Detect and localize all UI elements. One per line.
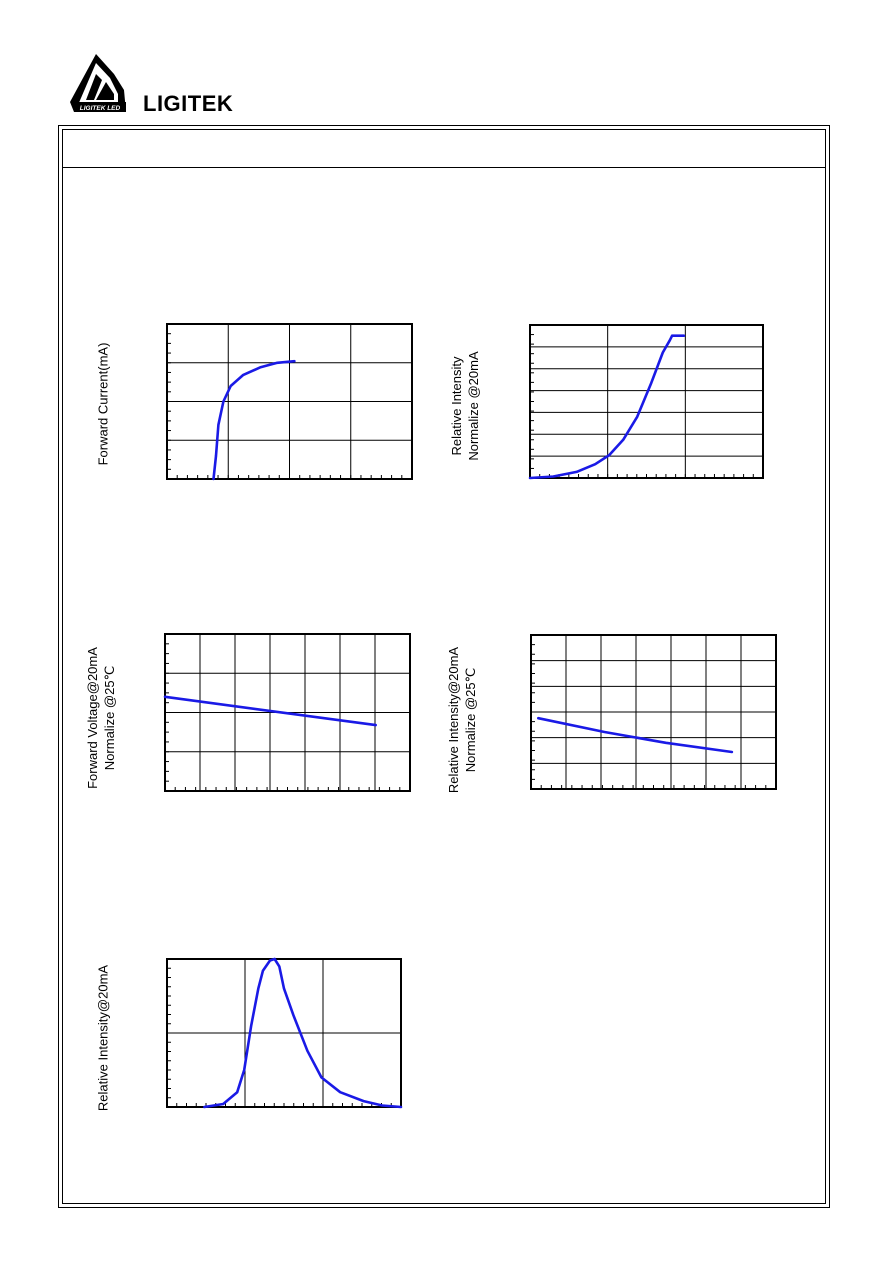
series-curve (212, 359, 296, 481)
plot-frame (166, 958, 402, 1108)
y-label-line: Relative Intensity (449, 356, 464, 456)
logo-lettering: LIGITEK LED (80, 105, 121, 112)
forward-current-y-label: Forward Current(mA) (95, 343, 112, 466)
y-label-line: Normalize @25℃ (463, 667, 478, 773)
plot-frame (164, 633, 411, 792)
y-label-line: Normalize @25℃ (102, 665, 117, 771)
page-frame (58, 125, 830, 1208)
forward-voltage-temperature-y-label: Forward Voltage@20mA Normalize @25℃ (84, 647, 118, 789)
series-curve (528, 334, 686, 480)
series-curve (163, 695, 377, 727)
ligitek-logo: LIGITEK LED (70, 54, 126, 112)
y-label-line: Forward Voltage@20mA (85, 647, 100, 789)
forward-voltage-temperature-chart (163, 633, 411, 792)
relative-intensity-current-chart (528, 324, 764, 480)
header-divider (62, 167, 826, 168)
plot-frame (529, 324, 764, 479)
plot-frame (166, 323, 413, 480)
page-frame-inner (62, 129, 826, 1204)
y-label-line: Relative Intensity@20mA (446, 646, 461, 794)
y-label-line: Forward Current(mA) (95, 342, 111, 466)
brand-name: LIGITEK (143, 91, 234, 116)
relative-intensity-temperature-y-label: Relative Intensity@20mA Normalize @25℃ (445, 647, 479, 793)
series-curve (203, 957, 403, 1109)
logo-mark-icon (70, 54, 126, 112)
y-label-line: Relative Intensity@20mA (95, 964, 111, 1112)
y-label-line: Normalize @20mA (466, 351, 481, 461)
relative-intensity-wavelength-chart (166, 957, 403, 1109)
plot-frame (530, 634, 777, 790)
forward-current-chart (166, 323, 413, 481)
series-curve (537, 716, 734, 754)
relative-intensity-wavelength-y-label: Relative Intensity@20mA (95, 965, 112, 1111)
relative-intensity-current-y-label: Relative Intensity Normalize @20mA (448, 351, 482, 460)
relative-intensity-temperature-chart (530, 634, 777, 790)
